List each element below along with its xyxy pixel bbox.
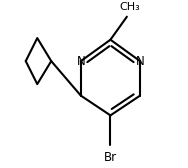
Text: Br: Br xyxy=(104,151,117,164)
Text: CH₃: CH₃ xyxy=(120,2,141,12)
Text: N: N xyxy=(77,55,85,68)
Text: N: N xyxy=(136,55,144,68)
